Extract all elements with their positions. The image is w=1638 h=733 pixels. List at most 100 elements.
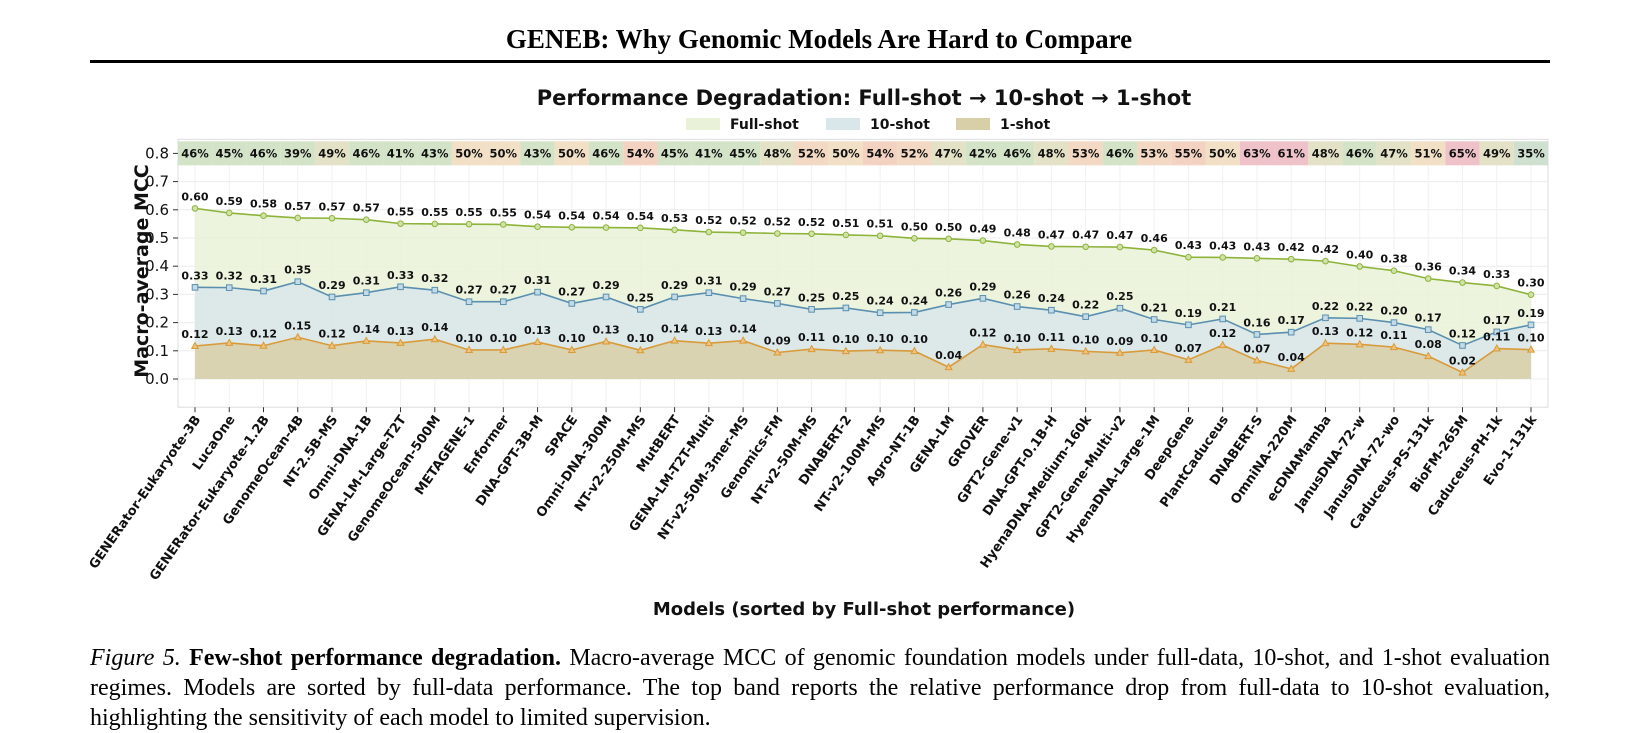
data-point — [568, 300, 576, 307]
data-label: 0.48 — [1004, 226, 1031, 239]
data-label: 0.59 — [216, 195, 243, 208]
drop-band-cell — [1274, 141, 1309, 166]
data-point — [808, 230, 815, 238]
drop-band-cell — [1308, 141, 1343, 166]
legend-label: Full-shot — [730, 117, 799, 133]
data-point — [431, 286, 439, 294]
drop-band-cell — [1000, 141, 1035, 166]
data-point — [978, 340, 988, 348]
data-label: 0.20 — [1380, 305, 1407, 318]
data-label: 0.22 — [1346, 300, 1373, 313]
drop-band-label: 39% — [284, 146, 312, 160]
data-point — [1424, 275, 1432, 282]
data-point — [1321, 338, 1330, 347]
drop-band-label: 45% — [729, 146, 757, 160]
figure-caption: Figure 5. Few-shot performance degradati… — [90, 643, 1550, 733]
data-label: 0.12 — [1209, 327, 1236, 340]
drop-band-cell — [246, 141, 281, 166]
data-label: 0.43 — [1243, 240, 1270, 253]
drop-band-label: 52% — [901, 146, 929, 160]
data-label: 0.43 — [1175, 239, 1202, 252]
data-point — [1150, 316, 1158, 323]
data-label: 0.55 — [490, 206, 517, 219]
data-point — [1424, 351, 1433, 360]
data-point — [704, 338, 713, 347]
data-label: 0.55 — [387, 206, 414, 219]
drop-band-cell — [1205, 141, 1240, 166]
data-label: 0.13 — [387, 325, 414, 338]
data-label: 0.27 — [558, 285, 585, 298]
data-label: 0.31 — [353, 275, 380, 288]
drop-band-cell — [897, 141, 932, 166]
data-label: 0.43 — [1209, 239, 1236, 252]
drop-band-label: 46% — [181, 146, 209, 160]
drop-band-label: 48% — [1312, 146, 1340, 160]
data-label: 0.14 — [421, 321, 448, 334]
data-label: 0.09 — [764, 334, 791, 347]
data-label: 0.47 — [1106, 229, 1133, 242]
data-label: 0.19 — [1517, 307, 1544, 320]
drop-band-label: 65% — [1449, 146, 1477, 160]
data-point — [807, 344, 816, 353]
y-tick-label: 0.8 — [145, 144, 169, 162]
data-point — [1527, 291, 1535, 298]
data-point — [1493, 282, 1501, 290]
data-point — [910, 346, 919, 355]
data-point — [1218, 340, 1227, 349]
data-label: 0.10 — [1517, 332, 1544, 345]
drop-band-cell — [1479, 141, 1514, 166]
data-label: 0.13 — [216, 325, 243, 338]
data-point — [842, 231, 850, 239]
data-label: 0.33 — [1483, 268, 1510, 281]
data-label: 0.35 — [284, 264, 311, 277]
data-point — [327, 341, 337, 349]
data-point — [191, 284, 199, 291]
data-point — [1150, 345, 1159, 353]
data-label: 0.04 — [1278, 351, 1305, 364]
data-label: 0.31 — [250, 273, 277, 286]
data-label: 0.24 — [867, 295, 894, 308]
data-point — [1356, 263, 1364, 270]
data-point — [1458, 367, 1467, 376]
data-label: 0.42 — [1278, 241, 1305, 254]
mcc-degradation-chart: Performance Degradation: Full-shot → 10-… — [87, 86, 1549, 620]
data-label: 0.12 — [318, 328, 345, 341]
data-label: 0.27 — [764, 285, 791, 298]
drop-band-label: 50% — [1209, 146, 1237, 160]
data-label: 0.53 — [661, 212, 688, 225]
data-point — [944, 362, 953, 371]
data-point — [328, 214, 336, 222]
data-point — [225, 338, 234, 346]
data-point — [1048, 306, 1055, 314]
drop-band-label: 48% — [764, 146, 792, 160]
drop-band-label: 54% — [627, 146, 655, 160]
data-label: 0.08 — [1415, 338, 1442, 351]
drop-band-cell — [760, 141, 795, 166]
plot-area: 0.0 0.1 0.2 0.3 0.4 0.5 0.6 0.7 0.8 46% 45% 46% 39% 4… — [87, 138, 1549, 584]
drop-band-label: 46% — [250, 146, 278, 160]
data-point — [808, 306, 815, 313]
data-label: 0.12 — [1346, 326, 1373, 339]
drop-band-label: 50% — [490, 146, 518, 160]
data-point — [705, 289, 713, 297]
data-label: 0.54 — [593, 210, 620, 223]
data-label: 0.32 — [421, 272, 448, 285]
drop-band-cell — [417, 141, 452, 166]
data-point — [841, 346, 851, 355]
data-point — [1322, 314, 1329, 322]
drop-band-cell — [520, 141, 555, 166]
data-label: 0.50 — [935, 221, 962, 234]
data-point — [1013, 345, 1022, 353]
series-line-2 — [194, 336, 1532, 374]
caption-text: Macro-average MCC of genomic foundation … — [90, 645, 1551, 731]
data-label: 0.29 — [661, 279, 688, 292]
data-label: 0.13 — [695, 325, 722, 338]
data-label: 0.16 — [1243, 316, 1270, 329]
data-label: 0.29 — [318, 279, 345, 292]
drop-band-cell — [1411, 141, 1446, 166]
data-point — [602, 224, 610, 231]
data-label: 0.10 — [867, 332, 894, 345]
drop-band-label: 61% — [1277, 146, 1305, 160]
data-point — [602, 293, 610, 301]
data-label: 0.55 — [421, 206, 448, 219]
